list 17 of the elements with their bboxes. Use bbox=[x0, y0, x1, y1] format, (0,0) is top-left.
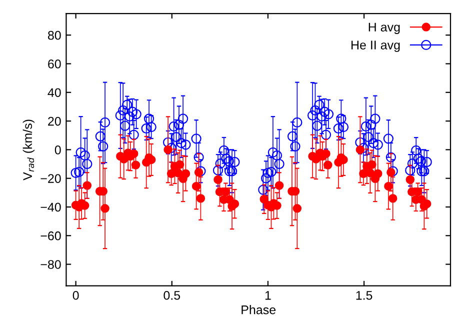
x-tick-label: 0 bbox=[72, 290, 79, 300]
legend-label: H avg bbox=[368, 22, 400, 34]
y-tick-label: −20 bbox=[40, 174, 61, 183]
x-tick-label: 0.5 bbox=[164, 290, 180, 300]
x-tick-label: 1.5 bbox=[356, 291, 372, 300]
y-axis-title: V$_{rad}$ (km/s) bbox=[22, 120, 34, 180]
y-tick-label: 0 bbox=[54, 145, 61, 154]
y-tick-label: −60 bbox=[40, 231, 61, 240]
y-tick-label: 80 bbox=[48, 30, 61, 40]
y-tick-label: −80 bbox=[40, 260, 61, 269]
y-tick-label: 20 bbox=[48, 116, 61, 126]
y-tick-label: 40 bbox=[48, 88, 61, 98]
x-axis-title: Phase bbox=[242, 305, 276, 314]
x-tick-label: 1 bbox=[265, 291, 271, 300]
legend-label: He II avg bbox=[352, 40, 400, 52]
y-tick-label: −40 bbox=[40, 202, 61, 212]
y-tick-label: 60 bbox=[48, 60, 61, 68]
